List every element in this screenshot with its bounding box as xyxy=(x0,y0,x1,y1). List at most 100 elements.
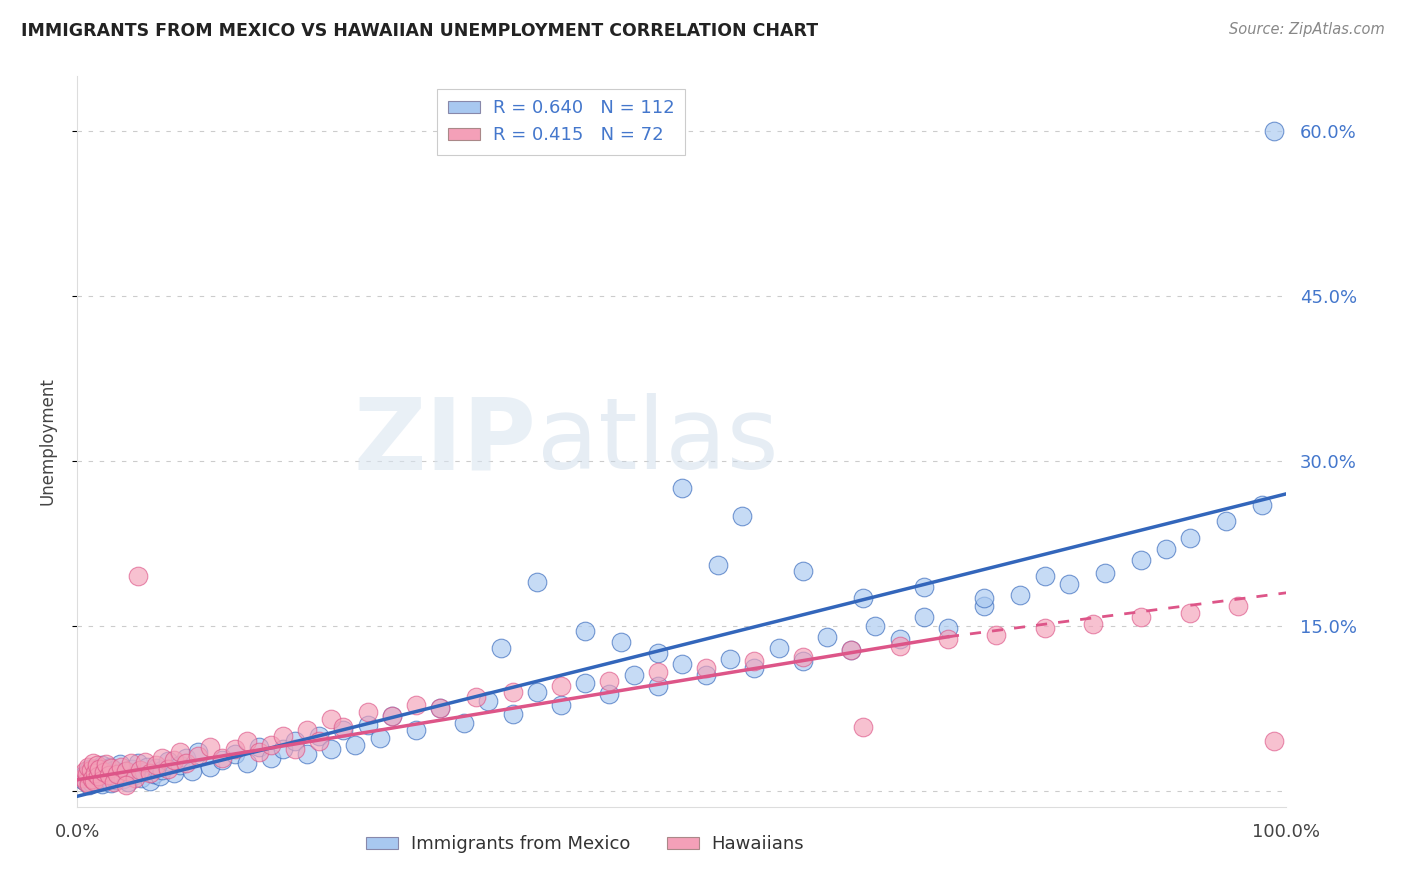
Hawaiians xyxy=(93,765,115,780)
Immigrants from Mexico xyxy=(139,773,162,788)
Immigrants from Mexico xyxy=(1251,498,1274,512)
Immigrants from Mexico xyxy=(150,763,173,777)
Immigrants from Mexico xyxy=(526,685,548,699)
Hawaiians xyxy=(134,755,156,769)
Immigrants from Mexico xyxy=(87,772,110,787)
Immigrants from Mexico xyxy=(429,701,451,715)
Immigrants from Mexico xyxy=(405,723,427,738)
Hawaiians xyxy=(356,705,378,719)
Immigrants from Mexico xyxy=(181,764,204,778)
Hawaiians xyxy=(465,690,488,705)
Hawaiians xyxy=(284,742,307,756)
Immigrants from Mexico xyxy=(84,775,107,789)
Immigrants from Mexico xyxy=(98,759,121,773)
Immigrants from Mexico xyxy=(1215,514,1237,528)
Immigrants from Mexico xyxy=(94,773,117,788)
Hawaiians xyxy=(695,660,717,674)
Immigrants from Mexico xyxy=(83,772,105,786)
Immigrants from Mexico xyxy=(72,772,94,787)
Immigrants from Mexico xyxy=(792,654,814,668)
Immigrants from Mexico xyxy=(103,769,125,783)
Immigrants from Mexico xyxy=(76,771,98,785)
Immigrants from Mexico xyxy=(912,610,935,624)
Immigrants from Mexico xyxy=(79,778,101,792)
Immigrants from Mexico xyxy=(368,731,391,745)
Immigrants from Mexico xyxy=(768,640,790,655)
Hawaiians xyxy=(889,639,911,653)
Hawaiians xyxy=(187,748,209,763)
Immigrants from Mexico xyxy=(91,771,114,785)
Hawaiians xyxy=(792,649,814,664)
Hawaiians xyxy=(90,772,112,787)
Hawaiians xyxy=(405,698,427,712)
Immigrants from Mexico xyxy=(77,764,100,778)
Immigrants from Mexico xyxy=(100,776,122,790)
Hawaiians xyxy=(1130,610,1153,624)
Hawaiians xyxy=(129,763,152,777)
Immigrants from Mexico xyxy=(73,767,96,781)
Immigrants from Mexico xyxy=(671,657,693,672)
Hawaiians xyxy=(1227,599,1250,613)
Immigrants from Mexico xyxy=(86,768,108,782)
Hawaiians xyxy=(169,745,191,759)
Hawaiians xyxy=(852,720,875,734)
Hawaiians xyxy=(1033,621,1056,635)
Hawaiians xyxy=(211,751,233,765)
Immigrants from Mexico xyxy=(744,660,766,674)
Immigrants from Mexico xyxy=(973,591,995,606)
Immigrants from Mexico xyxy=(142,767,165,781)
Immigrants from Mexico xyxy=(89,765,111,780)
Hawaiians xyxy=(110,759,132,773)
Immigrants from Mexico xyxy=(1094,566,1116,580)
Immigrants from Mexico xyxy=(344,738,367,752)
Hawaiians xyxy=(114,764,136,778)
Hawaiians xyxy=(429,701,451,715)
Hawaiians xyxy=(157,762,180,776)
Legend: Immigrants from Mexico, Hawaiians: Immigrants from Mexico, Hawaiians xyxy=(359,828,811,861)
Hawaiians xyxy=(145,758,167,772)
Immigrants from Mexico xyxy=(96,767,118,781)
Immigrants from Mexico xyxy=(453,715,475,730)
Hawaiians xyxy=(75,775,97,789)
Hawaiians xyxy=(381,709,404,723)
Hawaiians xyxy=(1081,616,1104,631)
Immigrants from Mexico xyxy=(550,698,572,712)
Immigrants from Mexico xyxy=(1130,553,1153,567)
Hawaiians xyxy=(120,756,142,771)
Immigrants from Mexico xyxy=(211,753,233,767)
Hawaiians xyxy=(79,777,101,791)
Hawaiians xyxy=(84,766,107,780)
Hawaiians xyxy=(97,768,120,782)
Immigrants from Mexico xyxy=(295,747,318,762)
Immigrants from Mexico xyxy=(865,619,887,633)
Immigrants from Mexico xyxy=(79,769,101,783)
Hawaiians xyxy=(200,739,222,754)
Hawaiians xyxy=(235,734,257,748)
Hawaiians xyxy=(100,761,122,775)
Hawaiians xyxy=(73,764,96,778)
Hawaiians xyxy=(105,767,128,781)
Hawaiians xyxy=(96,757,118,772)
Immigrants from Mexico xyxy=(598,687,620,701)
Immigrants from Mexico xyxy=(1178,531,1201,545)
Immigrants from Mexico xyxy=(117,775,139,789)
Hawaiians xyxy=(1263,734,1285,748)
Text: ZIP: ZIP xyxy=(354,393,537,490)
Immigrants from Mexico xyxy=(332,723,354,738)
Hawaiians xyxy=(332,720,354,734)
Hawaiians xyxy=(247,745,270,759)
Immigrants from Mexico xyxy=(114,764,136,778)
Hawaiians xyxy=(744,654,766,668)
Immigrants from Mexico xyxy=(489,640,512,655)
Immigrants from Mexico xyxy=(526,574,548,589)
Hawaiians xyxy=(103,775,125,789)
Immigrants from Mexico xyxy=(308,729,330,743)
Y-axis label: Unemployment: Unemployment xyxy=(38,377,56,506)
Hawaiians xyxy=(647,665,669,679)
Immigrants from Mexico xyxy=(284,734,307,748)
Immigrants from Mexico xyxy=(187,745,209,759)
Immigrants from Mexico xyxy=(695,668,717,682)
Immigrants from Mexico xyxy=(707,558,730,573)
Immigrants from Mexico xyxy=(145,761,167,775)
Immigrants from Mexico xyxy=(1010,588,1032,602)
